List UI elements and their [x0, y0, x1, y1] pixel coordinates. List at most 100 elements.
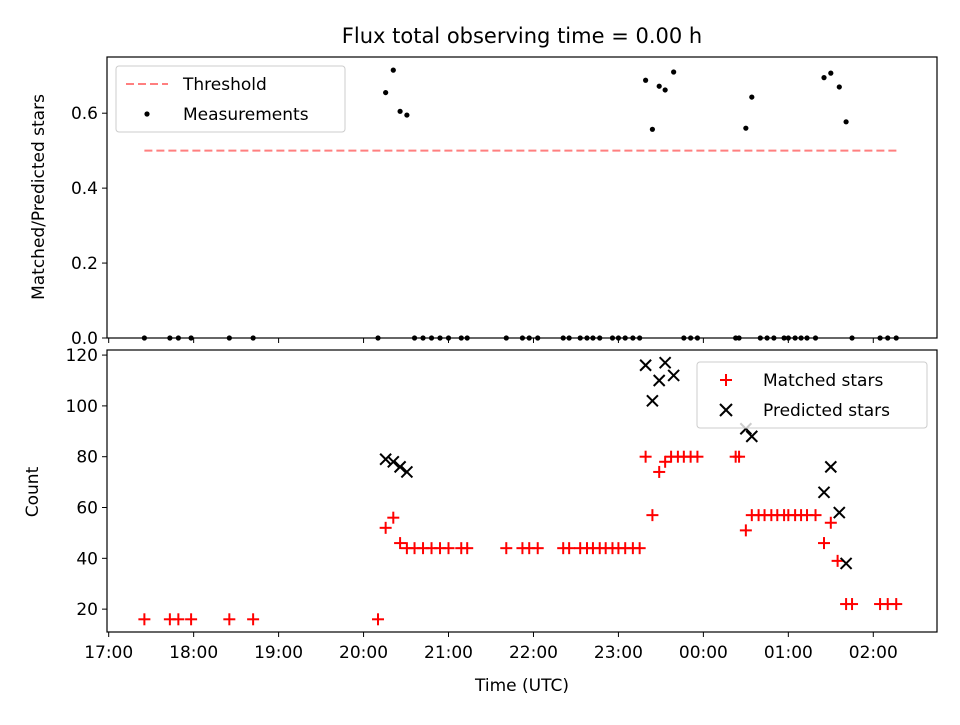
legend-threshold-label: Threshold [182, 75, 267, 95]
measurement-point [836, 84, 842, 90]
predicted-star-point [658, 356, 672, 369]
matched-star-point [185, 613, 198, 626]
matched-star-point [223, 613, 236, 626]
bottom-legend: Matched stars Predicted stars [696, 361, 928, 429]
bottom-x-tick-label: 22:00 [509, 643, 558, 663]
bottom-y-tick-label: 80 [76, 448, 98, 468]
bottom-x-tick-label: 00:00 [679, 643, 728, 663]
legend-measurements-swatch [144, 111, 150, 117]
measurement-point [743, 125, 749, 131]
measurement-point [404, 112, 410, 118]
top-x-ticks [108, 338, 874, 343]
predicted-star-point [387, 455, 400, 468]
bottom-panel: Count Time (UTC) 20 40 60 80 100 120 17:00 18:… [23, 346, 938, 696]
predicted-star-point [839, 557, 853, 570]
top-y-ticks: 0.0 0.2 0.4 0.6 [71, 104, 107, 349]
measurement-point [397, 108, 403, 114]
predicted-star-point [745, 430, 759, 443]
measurement-point [662, 87, 668, 93]
matched-star-point [172, 613, 185, 626]
measurement-point [828, 70, 834, 76]
predicted-star-point [400, 465, 414, 479]
measurement-point [821, 75, 827, 81]
matched-star-point [387, 511, 400, 524]
matched-star-point [639, 450, 652, 463]
predicted-star-point [817, 486, 831, 499]
bottom-y-tick-label: 60 [76, 499, 98, 519]
bottom-x-tick-label: 21:00 [424, 643, 473, 663]
matched-star-point [846, 598, 859, 611]
measurement-point [749, 94, 755, 100]
matched-star-point [138, 613, 151, 626]
bottom-y-axis-label: Count [23, 466, 43, 517]
bottom-y-tick-label: 100 [66, 397, 98, 417]
predicted-star-point [824, 460, 838, 474]
bottom-x-tick-label: 23:00 [594, 643, 643, 663]
matched-star-point [831, 554, 844, 567]
matched-star-point [372, 613, 385, 626]
measurement-point [843, 119, 849, 125]
matched-star-point [442, 542, 455, 555]
top-y-tick-label: 0.4 [71, 179, 98, 199]
bottom-x-axis-label: Time (UTC) [474, 676, 569, 696]
bottom-legend-box [696, 361, 928, 429]
matched-star-point [739, 524, 752, 537]
bottom-x-ticks: 17:00 18:00 19:00 20:00 21:00 22:00 23:00 00:00… [84, 632, 898, 663]
matched-star-point [379, 521, 392, 534]
predicted-star-point [379, 453, 392, 466]
matched-star-point [531, 542, 544, 555]
legend-predicted-swatch [719, 403, 733, 417]
matched-star-point [809, 509, 822, 522]
measurement-point [671, 69, 677, 75]
matched-star-point [890, 598, 903, 611]
top-chart-title: Flux total observing time = 0.00 h [342, 24, 702, 48]
top-legend: Threshold Measurements [115, 65, 346, 133]
top-y-tick-label: 0.6 [71, 104, 98, 124]
matched-star-point [646, 509, 659, 522]
bottom-y-ticks: 20 40 60 80 100 120 [66, 346, 107, 620]
measurement-point [656, 83, 662, 89]
measurement-point [643, 77, 649, 83]
bottom-y-tick-label: 20 [76, 600, 98, 620]
matched-star-point [461, 542, 474, 555]
bottom-plot-area [138, 356, 903, 626]
legend-predicted-label: Predicted stars [763, 401, 890, 421]
matched-star-point [563, 542, 576, 555]
matched-star-point [818, 537, 831, 550]
predicted-star-point [646, 394, 659, 408]
bottom-x-tick-label: 17:00 [84, 643, 133, 663]
legend-matched-swatch [720, 374, 732, 386]
matched-star-point [394, 537, 407, 550]
matched-star-point [633, 542, 646, 555]
bottom-x-tick-label: 01:00 [764, 643, 813, 663]
bottom-x-tick-label: 18:00 [169, 643, 218, 663]
matched-star-point [500, 542, 513, 555]
measurement-point [649, 126, 656, 132]
top-y-axis-label: Matched/Predicted stars [29, 94, 49, 300]
bottom-axes-frame [106, 349, 938, 633]
bottom-x-tick-label: 02:00 [849, 643, 898, 663]
top-axes-frame [106, 56, 938, 339]
matched-star-point [247, 613, 260, 626]
bottom-x-tick-label: 19:00 [254, 643, 303, 663]
predicted-star-point [833, 506, 846, 519]
bottom-y-tick-label: 120 [66, 346, 98, 366]
matched-star-point [653, 465, 666, 478]
legend-matched-label: Matched stars [763, 371, 883, 391]
top-legend-box [115, 65, 346, 133]
bottom-y-tick-label: 40 [76, 549, 98, 569]
top-y-tick-label: 0.0 [71, 329, 98, 349]
predicted-star-point [639, 359, 652, 372]
matched-star-point [691, 450, 704, 463]
bottom-x-tick-label: 20:00 [339, 643, 388, 663]
legend-measurements-label: Measurements [183, 105, 309, 125]
predicted-star-point [393, 460, 407, 474]
matched-star-point [824, 516, 837, 529]
measurement-point [383, 89, 389, 96]
measurement-point [390, 67, 396, 73]
predicted-star-point [667, 369, 680, 382]
top-panel: Flux total observing time = 0.00 h Match… [29, 24, 938, 349]
matched-star-point [733, 450, 746, 463]
top-y-tick-label: 0.2 [71, 254, 98, 274]
